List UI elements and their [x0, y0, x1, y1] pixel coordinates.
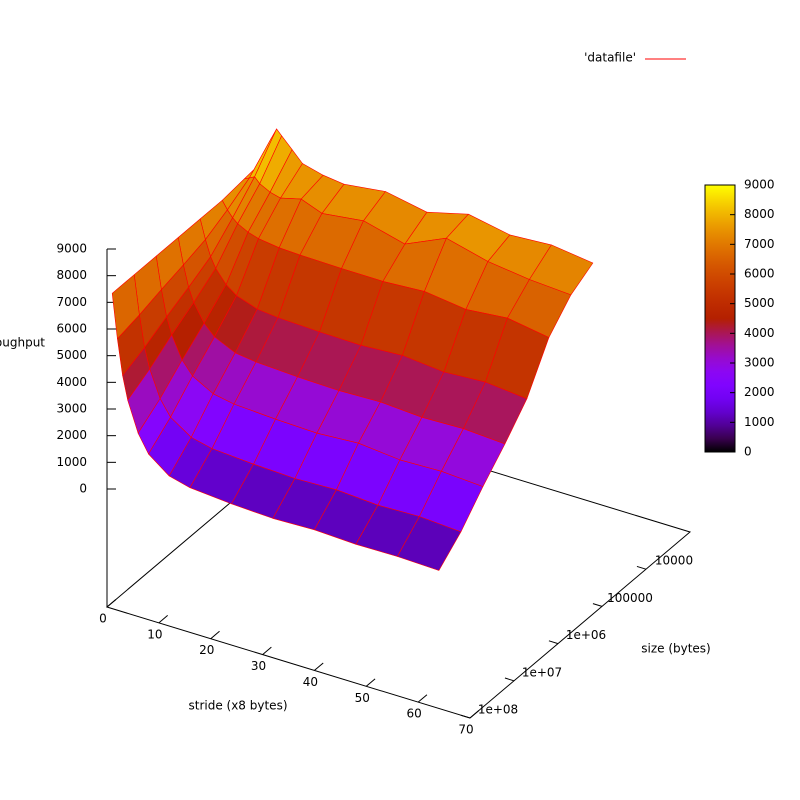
x-axis-label: stride (x8 bytes) [188, 699, 287, 713]
z-tick-label: 6000 [56, 322, 87, 336]
z-tick-label: 0 [79, 482, 87, 496]
colorbar-tick-label: 3000 [744, 356, 775, 370]
z-tick-label: 5000 [56, 348, 87, 362]
x-tick-label: 70 [458, 723, 473, 737]
z-tick-label: 4000 [56, 375, 87, 389]
colorbar-tick-label: 7000 [744, 237, 775, 251]
legend-label: 'datafile' [584, 51, 636, 65]
x-tick [210, 630, 220, 640]
colorbar-tick-label: 9000 [744, 178, 775, 192]
y-tick-label: 1e+07 [522, 665, 562, 679]
x-tick-label: 40 [303, 675, 318, 689]
x-tick-label: 50 [355, 691, 370, 705]
y-tick [504, 677, 515, 682]
colorbar-tick-label: 2000 [744, 385, 775, 399]
z-tick-label: 8000 [56, 268, 87, 282]
colorbar-tick-label: 6000 [744, 267, 775, 281]
x-tick [469, 710, 480, 719]
z-tick-label: 1000 [56, 455, 87, 469]
x-tick-label: 10 [147, 627, 162, 641]
x-tick [314, 662, 324, 671]
x-tick [365, 678, 376, 687]
y-tick [548, 640, 559, 645]
x-tick [106, 599, 117, 608]
colorbar-tick-label: 0 [744, 445, 752, 459]
z-axis-label: throughput [0, 336, 45, 350]
y-tick-label: 10000 [655, 554, 693, 568]
y-tick-label: 1e+06 [566, 628, 606, 642]
colorbar [704, 184, 736, 453]
x-tick-label: 60 [407, 707, 422, 721]
surface-patch [397, 516, 462, 571]
z-tick-label: 7000 [56, 295, 87, 309]
x-tick-label: 30 [251, 659, 266, 673]
y-tick-label: 100000 [607, 591, 653, 605]
z-tick-label: 2000 [56, 428, 87, 442]
x-tick-label: 0 [99, 612, 107, 626]
colorbar-tick-label: 1000 [744, 415, 775, 429]
x-tick [417, 694, 428, 703]
y-tick [460, 714, 471, 719]
z-tick-label: 9000 [56, 242, 87, 256]
y-tick [592, 603, 603, 607]
colorbar-tick-label: 5000 [744, 296, 775, 310]
y-tick-label: 1e+08 [478, 703, 518, 717]
x-tick-label: 20 [199, 643, 214, 657]
colorbar-tick-label: 8000 [744, 207, 775, 221]
z-tick-label: 3000 [56, 402, 87, 416]
y-tick [636, 565, 647, 570]
y-axis-label: size (bytes) [641, 642, 711, 656]
x-tick [262, 646, 272, 655]
colorbar-tick-label: 4000 [744, 326, 775, 340]
x-tick [158, 615, 168, 624]
